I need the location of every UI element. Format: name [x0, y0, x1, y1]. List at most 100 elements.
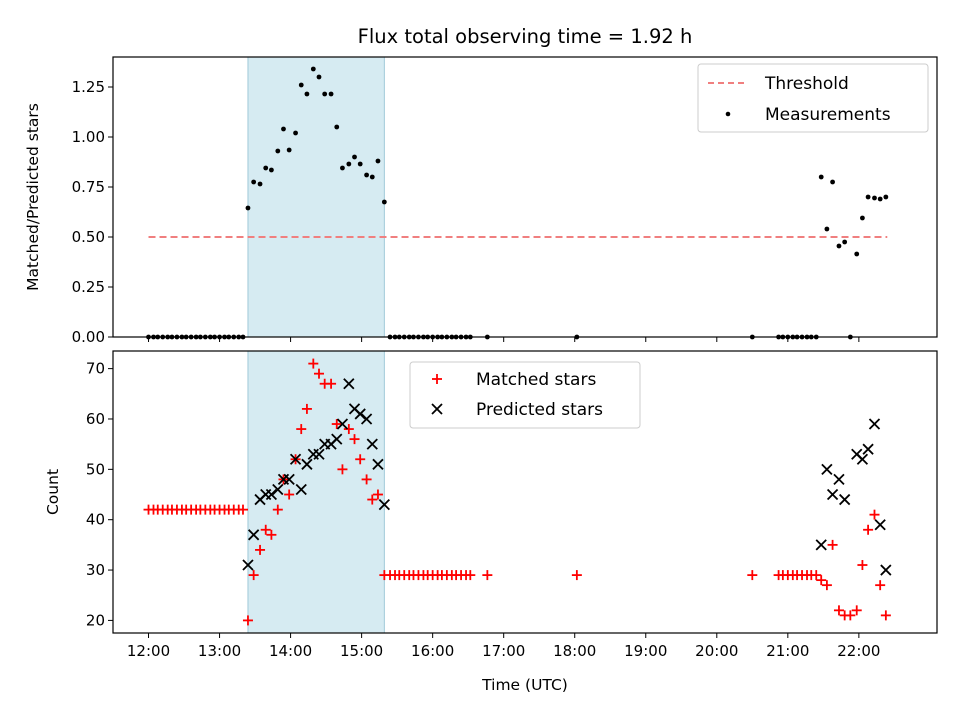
ratio-y-tick-label: 0.00 [72, 328, 105, 346]
matched-star-point [296, 424, 307, 435]
measurement-point [836, 243, 842, 249]
count-x-tick-label: 16:00 [411, 642, 454, 660]
measurement-point [269, 167, 274, 173]
count-y-tick-label: 60 [86, 410, 105, 428]
measurement-point [352, 154, 357, 160]
matched-star-point [337, 464, 348, 475]
matched-star-point [816, 575, 827, 586]
measurement-point [865, 194, 871, 200]
matched-star-point [260, 524, 271, 535]
matched-star-point [331, 419, 342, 430]
ratio-panel: 0.00 0.25 0.50 0.75 1.00 1.25 Flux total obse… [24, 25, 938, 346]
measurement-point [340, 165, 345, 171]
measurement-point [842, 239, 848, 245]
predicted-star-point [265, 488, 278, 501]
count-x-tick-label: 17:00 [482, 642, 525, 660]
ratio-y-tick-label: 0.25 [72, 278, 105, 296]
predicted-star-point [839, 493, 851, 506]
chart-title: Flux total observing time = 1.92 h [358, 25, 693, 48]
predicted-star-point [289, 453, 302, 465]
matched-star-point [284, 489, 295, 500]
count-x-tick-label: 12:00 [127, 642, 170, 660]
matched-star-point [255, 544, 266, 555]
legend-measurements-label: Measurements [765, 105, 891, 125]
predicted-star-point [242, 559, 254, 571]
measurement-point [883, 194, 889, 200]
x-stroke-b [839, 493, 851, 506]
count-x-tick-label: 19:00 [624, 642, 667, 660]
x-stroke-b [313, 448, 325, 460]
matched-star-point [326, 378, 337, 389]
measurement-point [275, 148, 281, 154]
predicted-star-point [868, 418, 881, 430]
predicted-star-point [815, 539, 827, 551]
measurement-point [872, 195, 877, 201]
legend-x-marker [431, 403, 443, 415]
ratio-legend: Threshold Measurements [697, 63, 929, 133]
matched-star-point [248, 570, 259, 581]
count-legend-box [409, 361, 641, 429]
measurement-point [381, 199, 387, 205]
measurement-point [281, 126, 286, 132]
x-stroke-b [265, 488, 278, 501]
ratio-y-tick-label: 1.00 [72, 128, 105, 146]
count-y-tick-label: 40 [86, 511, 105, 529]
x-stroke-b [242, 559, 254, 571]
legend-measurements-swatch [725, 111, 731, 117]
x-axis-label: Time (UTC) [481, 676, 568, 694]
x-stroke-b [289, 453, 302, 465]
matched-star-point [747, 570, 758, 581]
x-stroke-b [248, 529, 260, 541]
count-x-tick-label: 15:00 [340, 642, 383, 660]
legend-matched-swatch [432, 374, 442, 384]
predicted-star-point [826, 488, 839, 501]
matched-star-point [272, 504, 283, 515]
x-stroke-b [851, 448, 863, 460]
count-x-tick-label: 14:00 [269, 642, 312, 660]
matched-star-point [242, 615, 253, 626]
count-panel: 20 30 40 50 60 70 12:00 13:00 14:00 15:00 16:00 17… [44, 350, 938, 694]
matched-star-point [482, 570, 493, 581]
matched-star-point [349, 434, 360, 445]
x-stroke-b [348, 403, 361, 415]
count-y-tick-label: 70 [86, 360, 105, 378]
legend-threshold-label: Threshold [764, 74, 849, 94]
matched-star-point [845, 610, 856, 621]
ratio-y-tick-label: 1.25 [72, 78, 105, 96]
predicted-star-point [283, 473, 295, 486]
count-legend: Matched stars Predicted stars [409, 361, 641, 429]
predicted-star-point [354, 408, 366, 420]
matched-star-point [571, 570, 582, 581]
matched-star-point [880, 610, 891, 621]
predicted-star-point [331, 433, 343, 445]
matched-star-point [266, 529, 277, 540]
matched-star-point [301, 403, 312, 414]
predicted-star-point [360, 413, 373, 425]
measurement-point [860, 215, 865, 221]
ratio-y-axis-label: Matched/Predicted stars [24, 103, 42, 291]
matched-star-point [875, 580, 886, 591]
x-stroke-b [360, 413, 373, 425]
matched-star-point [372, 489, 383, 500]
x-stroke-b [283, 473, 295, 486]
x-stroke-b [431, 403, 443, 415]
matched-star-point [367, 494, 378, 505]
x-stroke-b [336, 418, 349, 430]
x-stroke-b [272, 483, 284, 496]
count-x-tick-label: 21:00 [766, 642, 809, 660]
predicted-star-point [862, 443, 874, 455]
matched-star-point [465, 570, 476, 581]
legend-predicted-swatch [431, 403, 443, 415]
matched-star-point [361, 474, 372, 485]
ratio-y-tick-label: 0.75 [72, 178, 105, 196]
x-stroke-b [331, 433, 343, 445]
predicted-star-point [378, 498, 390, 511]
x-stroke-b [372, 458, 384, 470]
x-stroke-b [815, 539, 827, 551]
count-y-tick-label: 50 [86, 460, 105, 478]
count-plot-frame [112, 350, 938, 634]
count-y-axis-label: Count [44, 469, 62, 515]
predicted-star-point [272, 483, 284, 496]
predicted-star-point [343, 378, 355, 390]
measurement-point [346, 161, 352, 167]
